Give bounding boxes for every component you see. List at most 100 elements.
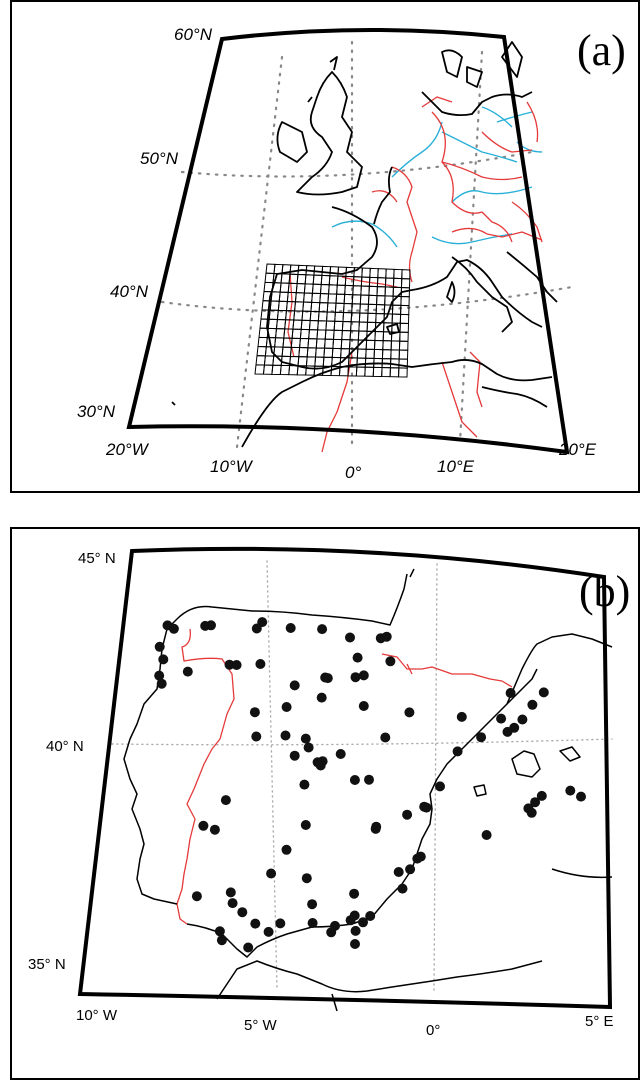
station-point — [456, 711, 467, 722]
grid-cell — [302, 301, 313, 312]
grid-cell — [337, 266, 347, 277]
lat-label-40n-b: 40° N — [46, 738, 84, 755]
grid-cell — [393, 268, 403, 280]
grid-cell — [374, 330, 385, 342]
grid-cell — [287, 282, 298, 294]
station-point — [526, 807, 537, 818]
grid-cell — [275, 328, 286, 339]
station-point — [364, 774, 374, 785]
station-point — [350, 939, 360, 949]
grid-cell — [323, 347, 334, 358]
station-point — [209, 824, 220, 835]
grid-cell — [398, 340, 409, 351]
grid-cell — [279, 282, 290, 293]
station-point — [335, 749, 346, 759]
lon-label-10w-b: 10° W — [76, 1007, 118, 1024]
country-borders-b — [176, 628, 513, 925]
grid-cell — [274, 337, 285, 348]
lon-label-0: 0° — [345, 463, 361, 482]
grid-cell — [377, 268, 387, 279]
station-point — [358, 670, 369, 681]
iberia-map: 45° N 40° N 35° N 10° W 5° W 0° 5° E (b) — [28, 546, 630, 1039]
grid-cell — [352, 285, 362, 296]
map-panel-a: 60°N 50°N 40°N 30°N 20°W 10°W 0° 10°E 20… — [10, 0, 640, 493]
grid-cell — [297, 356, 308, 367]
lon-label-5w: 5° W — [244, 1017, 278, 1034]
coastlines-b — [123, 568, 613, 1012]
grid-cell — [312, 274, 323, 285]
grid-cell — [365, 339, 376, 350]
station-point — [405, 864, 416, 875]
grid-cell — [324, 338, 335, 349]
grid-cell — [280, 273, 291, 284]
station-point — [227, 898, 238, 909]
model-grid — [254, 263, 411, 378]
grid-cell — [314, 347, 326, 358]
grid-cell — [317, 320, 328, 331]
grid-cell — [328, 284, 338, 295]
grid-cell — [359, 294, 370, 305]
grid-cell — [360, 285, 370, 296]
station-point — [156, 678, 167, 689]
lat-label-45n: 45° N — [78, 550, 116, 567]
grid-cell — [256, 345, 267, 357]
grid-cell — [399, 322, 410, 333]
lon-label-0-b: 0° — [426, 1022, 440, 1039]
grid-cell — [322, 356, 333, 367]
station-point — [224, 659, 235, 670]
station-point — [251, 731, 262, 742]
station-point — [300, 733, 311, 744]
station-point — [352, 652, 363, 663]
station-point — [198, 820, 209, 831]
grid-cell — [316, 329, 327, 340]
station-point — [476, 732, 487, 743]
station-point — [214, 926, 225, 937]
station-point — [255, 659, 266, 669]
grid-cell — [373, 339, 384, 351]
station-point — [530, 797, 541, 808]
station-point — [316, 692, 327, 703]
grid-cell — [351, 294, 362, 305]
station-point — [266, 868, 277, 879]
grid-cell — [376, 286, 386, 297]
grid-cell — [325, 320, 336, 331]
station-point — [402, 809, 413, 820]
station-point — [280, 730, 291, 741]
grid-cell — [399, 331, 409, 342]
panel-label-b: (b) — [579, 567, 630, 616]
grid-cell — [290, 337, 301, 349]
station-point — [275, 918, 286, 929]
grid-cell — [389, 367, 400, 378]
station-point — [289, 750, 300, 761]
grid-cell — [376, 295, 386, 306]
grid-cell — [281, 346, 292, 357]
station-point — [168, 623, 179, 634]
grid-cell — [329, 266, 340, 277]
lat-label-30n: 30°N — [77, 402, 116, 421]
grid-cell — [335, 293, 346, 304]
grid-cell — [334, 311, 345, 323]
station-point — [576, 791, 586, 802]
grid-cell — [310, 301, 321, 313]
grid-cell — [342, 311, 353, 323]
station-point — [191, 891, 202, 902]
station-point — [317, 624, 328, 635]
grid-cell — [390, 349, 400, 360]
station-point — [393, 867, 404, 877]
grid-cell — [340, 339, 351, 350]
grid-cell — [385, 268, 395, 279]
grid-cell — [333, 320, 344, 332]
grid-cell — [358, 321, 369, 332]
grid-cell — [358, 312, 369, 323]
station-point — [315, 760, 326, 771]
grid-cell — [306, 347, 317, 358]
grid-cell — [319, 293, 330, 304]
station-point — [220, 795, 231, 806]
station-point — [285, 623, 296, 633]
map-frame-b — [77, 546, 613, 1010]
grid-cell — [341, 320, 352, 332]
grid-cell — [277, 300, 288, 312]
grid-cell — [384, 286, 394, 297]
grid-cell — [324, 329, 335, 340]
station-point — [300, 820, 311, 830]
